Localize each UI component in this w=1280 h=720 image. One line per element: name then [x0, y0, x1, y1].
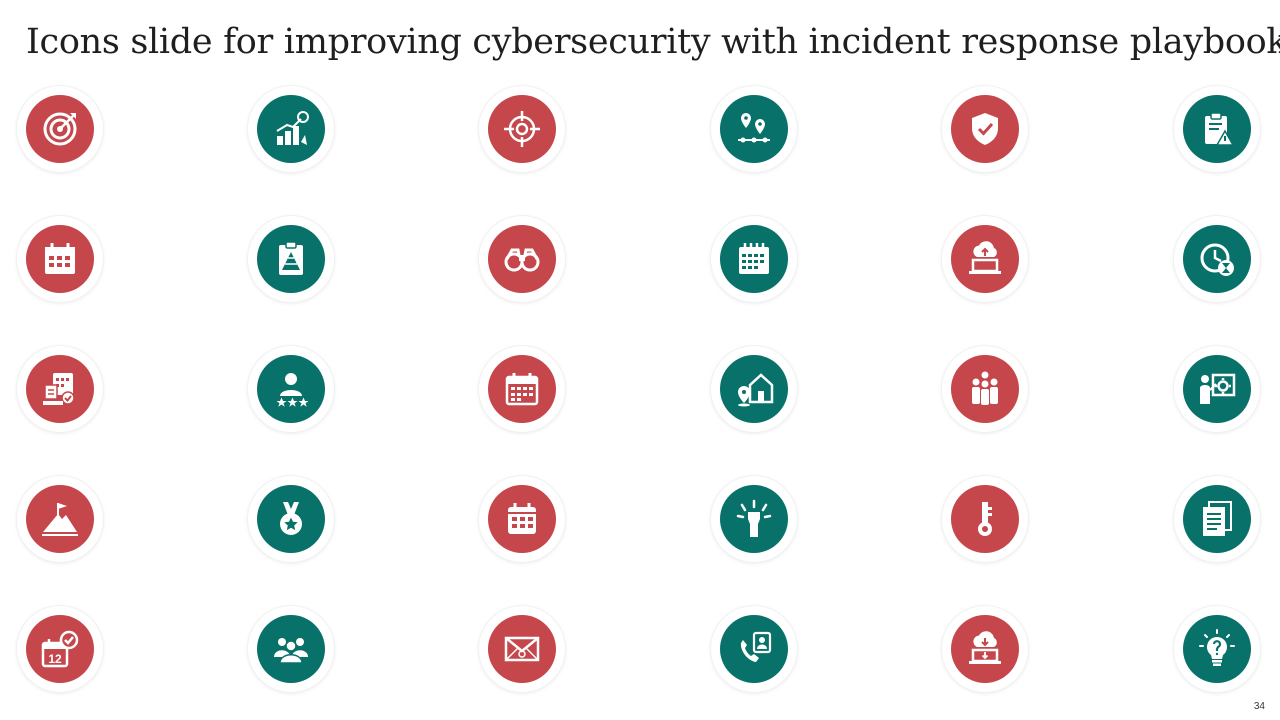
target-dart-icon	[26, 95, 94, 163]
medal-icon	[257, 485, 325, 553]
calendar-check-icon: 12	[26, 615, 94, 683]
page-number: 34	[1253, 701, 1265, 712]
icon-tile	[479, 606, 565, 692]
icon-tile	[479, 476, 565, 562]
icon-tile	[248, 606, 334, 692]
icon-tile	[1174, 346, 1260, 432]
icon-tile	[1174, 216, 1260, 302]
binoculars-icon	[488, 225, 556, 293]
icon-tile	[248, 476, 334, 562]
envelope-icon	[488, 615, 556, 683]
presentation-gear-icon	[1183, 355, 1251, 423]
location-pins-icon	[720, 95, 788, 163]
icon-tile: 12	[17, 606, 103, 692]
icon-tile	[248, 86, 334, 172]
crosshair-icon	[488, 95, 556, 163]
slide-title: Icons slide for improving cybersecurity …	[26, 22, 1280, 62]
icon-tile	[711, 216, 797, 302]
growth-chart-icon	[257, 95, 325, 163]
icon-tile	[479, 346, 565, 432]
icon-tile	[17, 476, 103, 562]
clipboard-pyramid-icon	[257, 225, 325, 293]
people-group-icon	[257, 615, 325, 683]
icon-tile	[942, 86, 1028, 172]
icon-tile	[248, 346, 334, 432]
icon-tile	[942, 346, 1028, 432]
icon-tile	[711, 476, 797, 562]
calendar-date-icon	[488, 355, 556, 423]
home-location-icon	[720, 355, 788, 423]
icon-tile	[1174, 476, 1260, 562]
icon-tile	[711, 346, 797, 432]
mountain-flag-icon	[26, 485, 94, 553]
shield-check-icon	[951, 95, 1019, 163]
icon-tile	[1174, 606, 1260, 692]
phone-contact-icon	[720, 615, 788, 683]
icon-tile	[711, 606, 797, 692]
icon-tile	[17, 346, 103, 432]
calendar-grid-icon	[720, 225, 788, 293]
calendar-number: 12	[48, 652, 62, 666]
key-icon	[951, 485, 1019, 553]
icon-tile	[1174, 86, 1260, 172]
cloud-upload-laptop-icon	[951, 225, 1019, 293]
calendar-month-icon	[488, 485, 556, 553]
icon-tile	[711, 86, 797, 172]
clipboard-warning-icon	[1183, 95, 1251, 163]
icon-tile	[479, 216, 565, 302]
icon-tile	[248, 216, 334, 302]
cloud-download-laptop-icon	[951, 615, 1019, 683]
icon-tile	[942, 606, 1028, 692]
team-group-icon	[951, 355, 1019, 423]
icon-tile	[17, 86, 103, 172]
icon-tile	[479, 86, 565, 172]
icon-tile	[942, 216, 1028, 302]
calendar-icon	[26, 225, 94, 293]
icon-tile	[17, 216, 103, 302]
icon-tile	[942, 476, 1028, 562]
clock-hourglass-icon	[1183, 225, 1251, 293]
lightbulb-question-icon	[1183, 615, 1251, 683]
fist-power-icon	[720, 485, 788, 553]
schedule-checklist-icon	[26, 355, 94, 423]
documents-icon	[1183, 485, 1251, 553]
user-rating-icon	[257, 355, 325, 423]
